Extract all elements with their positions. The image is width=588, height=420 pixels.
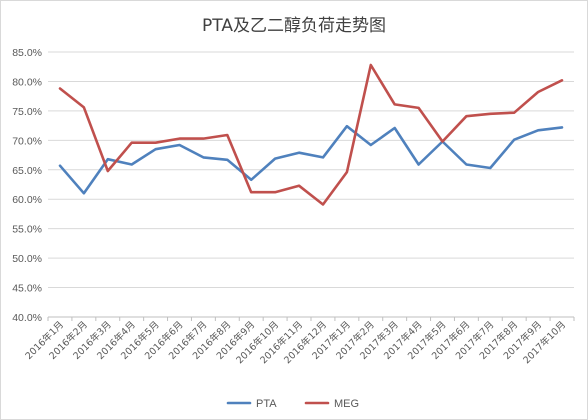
y-axis: 40.0% 45.0% 50.0% 55.0% 60.0% 65.0% 70.0% 75.0%… [12, 47, 42, 324]
y-tick-label: 55.0% [12, 224, 42, 236]
y-tick-label: 80.0% [12, 76, 42, 88]
grid-layer [48, 51, 574, 318]
chart-title: PTA及乙二醇负荷走势图 [202, 16, 386, 36]
y-tick-label: 65.0% [12, 165, 42, 177]
series-line-pta [58, 124, 564, 195]
y-tick-label: 75.0% [12, 106, 42, 118]
y-tick-label: 85.0% [12, 47, 42, 59]
y-tick-label: 45.0% [12, 283, 42, 295]
series-layer [58, 63, 564, 206]
legend-label-meg: MEG [334, 398, 359, 410]
y-tick-label: 60.0% [12, 194, 42, 206]
legend-label-pta: PTA [256, 398, 277, 410]
y-tick-label: 70.0% [12, 135, 42, 147]
y-tick-label: 40.0% [12, 312, 42, 324]
y-tick-label: 50.0% [12, 253, 42, 265]
series-line-meg [58, 63, 564, 206]
x-axis: 2016年1月2016年2月2016年3月2016年4月2016年5月2016年… [23, 316, 575, 366]
legend: PTA MEG [226, 398, 359, 410]
